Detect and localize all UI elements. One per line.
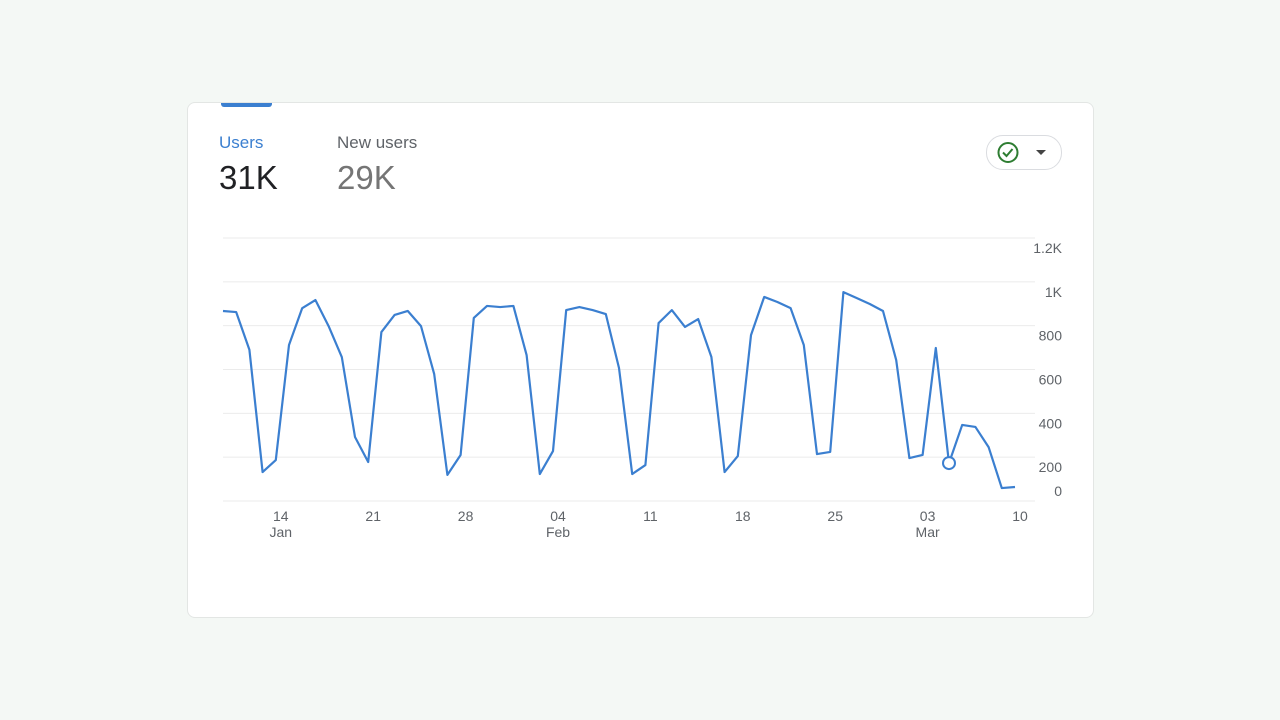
tab-indicator: [221, 103, 272, 107]
y-tick-label: 1.2K: [1033, 240, 1062, 256]
card: Users 31K New users 29K: [187, 102, 1094, 618]
x-tick-label: 10: [1012, 508, 1028, 524]
status-dropdown[interactable]: [986, 135, 1062, 170]
metric-tab[interactable]: Users 31K: [219, 133, 278, 197]
x-tick-sublabel: Jan: [270, 524, 293, 540]
x-tick-label: 14: [273, 508, 289, 524]
x-tick-label: 28: [458, 508, 474, 524]
x-tick-sublabel: Feb: [546, 524, 570, 540]
x-tick-label: 03: [920, 508, 936, 524]
y-tick-label: 400: [1039, 415, 1063, 431]
x-tick-label: 18: [735, 508, 751, 524]
y-tick-label: 200: [1039, 459, 1063, 475]
metric-label: New users: [337, 133, 418, 152]
y-tick-label: 0: [1054, 483, 1062, 499]
y-tick-label: 800: [1039, 328, 1063, 344]
metric-value: 31K: [219, 159, 278, 196]
data-line: [222, 291, 1016, 490]
status-icon: [997, 142, 1046, 163]
metric-value: 29K: [337, 159, 396, 196]
hover-point: [942, 456, 956, 471]
y-tick-label: 1K: [1045, 284, 1063, 300]
x-tick-label: 25: [827, 508, 843, 524]
x-tick-label: 21: [365, 508, 381, 524]
x-tick-label: 11: [643, 508, 658, 524]
x-tick-label: 04: [550, 508, 566, 524]
y-tick-label: 600: [1039, 372, 1063, 388]
x-tick-sublabel: Mar: [916, 524, 940, 540]
metric-label: Users: [219, 133, 264, 152]
metric-tab[interactable]: New users 29K: [337, 133, 417, 197]
